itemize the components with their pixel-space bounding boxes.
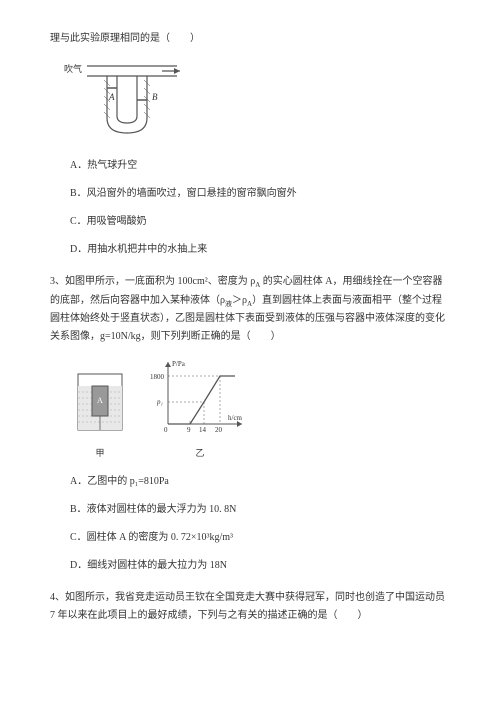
q2-option-d: D．用抽水机把井中的水抽上来 [70,241,450,259]
q3-fig-jar-label: 甲 [70,445,130,461]
q3-fig-graph-label: 乙 [150,445,250,461]
q3-option-b: B．液体对圆柱体的最大浮力为 10. 8N [70,501,450,519]
x-tick-0: 0 [164,426,168,434]
cylinder-label: A [97,396,103,405]
q3-fig-graph: P/Pa h/cm 1800 p₁ 0 9 14 20 乙 [150,356,250,461]
q3-text-1: 如图甲所示，一底面积为 100cm²、密度为 ρ [65,276,255,287]
q2-option-c: C．用吸管喝酸奶 [70,213,450,231]
x-tick-14: 14 [199,426,207,434]
y-axis-label: P/Pa [172,360,186,368]
q3-body: 3、如图甲所示，一底面积为 100cm²、密度为 ρA 的实心圆柱体 A，用细线… [50,273,450,346]
q3-options: A．乙图中的 p₁=810Pa B．液体对圆柱体的最大浮力为 10. 8N C．… [50,473,450,575]
x-tick-20: 20 [215,426,223,434]
q3-text-3: ＞ρ [232,295,247,306]
q2-options: A．热气球升空 B．风沿窗外的墙面吹过，窗口悬挂的窗帘飘向窗外 C．用吸管喝酸奶… [50,157,450,259]
q3-option-d: D．细线对圆柱体的最大拉力为 18N [70,557,450,575]
q3-option-a: A．乙图中的 p₁=810Pa [70,473,450,491]
x-axis-label: h/cm [228,414,243,422]
q2-figure: 吹气 A B [62,58,450,145]
q3-fig-jar: A 甲 [70,366,130,461]
q3-option-c: C．圆柱体 A 的密度为 0. 72×10³kg/m³ [70,529,450,547]
q2-option-a: A．热气球升空 [70,157,450,175]
blow-label: 吹气 [64,63,82,74]
x-tick-9: 9 [187,426,191,434]
y-tick-1800: 1800 [150,373,165,381]
q2-intro: 理与此实验原理相同的是（ ） [50,30,450,48]
q3-number: 3、 [50,276,65,287]
q3-figures: A 甲 P/Pa h/cm 1800 p₁ 0 9 [70,356,450,461]
q4-number: 4、 [50,592,65,603]
y-tick-p1: p₁ [156,398,163,406]
label-b: B [152,92,158,102]
q4-text: 如图所示，我省竞走运动员王钦在全国竞走大赛中获得冠军，同时也创造了中国运动员 7… [50,592,445,621]
q2-option-b: B．风沿窗外的墙面吹过，窗口悬挂的窗帘飘向窗外 [70,185,450,203]
q4-body: 4、如图所示，我省竞走运动员王钦在全国竞走大赛中获得冠军，同时也创造了中国运动员… [50,589,450,625]
label-a: A [108,92,115,102]
